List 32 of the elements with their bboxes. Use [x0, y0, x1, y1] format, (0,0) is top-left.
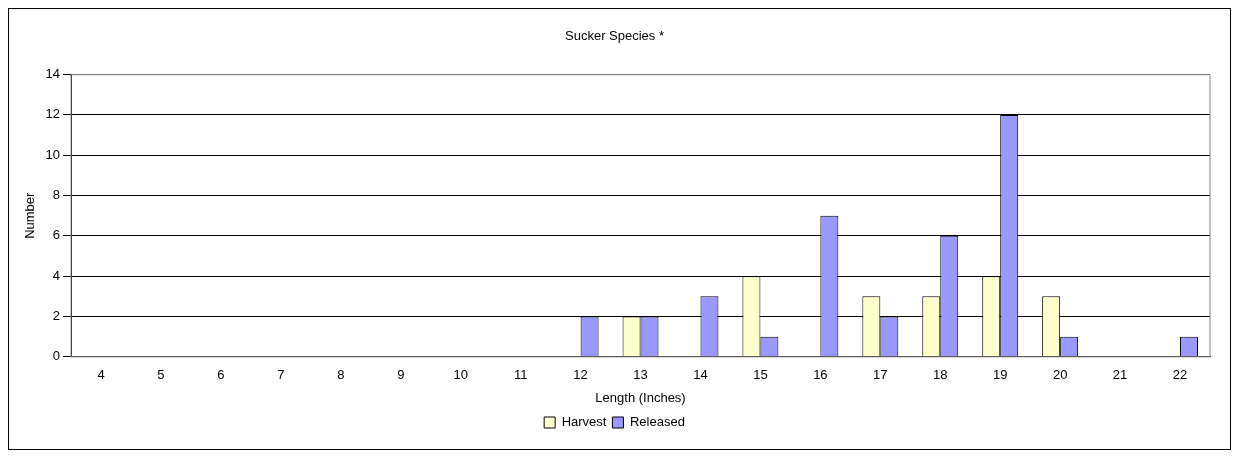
x-tick-label: 22 — [1172, 367, 1188, 383]
x-tick-label: 12 — [573, 367, 588, 383]
x-tick-label: 14 — [693, 367, 708, 383]
x-axis-title: Length (Inches) — [595, 389, 686, 405]
x-tick-label: 6 — [217, 367, 225, 383]
y-tick-label: 8 — [52, 187, 61, 203]
y-tick-label: 6 — [52, 227, 61, 243]
x-tick-label: 19 — [992, 367, 1008, 383]
x-tick-label: 15 — [753, 367, 768, 383]
y-axis-title: Number — [22, 191, 38, 239]
x-tick-label: 17 — [873, 367, 888, 383]
x-tick-label: 7 — [277, 367, 285, 383]
x-tick-label: 5 — [157, 367, 165, 383]
chart-title: Sucker Species * — [565, 28, 664, 44]
y-tick-label: 14 — [45, 66, 61, 82]
legend-label: Harvest — [561, 414, 607, 430]
y-tick-label: 12 — [45, 106, 61, 122]
x-tick-label: 18 — [933, 367, 948, 383]
legend-label: Released — [629, 414, 685, 430]
x-tick-label: 8 — [337, 367, 345, 383]
x-tick-label: 4 — [97, 367, 105, 383]
x-tick-label: 16 — [813, 367, 828, 383]
x-tick-label: 13 — [633, 367, 648, 383]
x-tick-label: 20 — [1052, 367, 1068, 383]
y-tick-label: 0 — [52, 348, 61, 364]
x-tick-label: 10 — [453, 367, 468, 383]
x-tick-label: 9 — [397, 367, 405, 383]
x-tick-label: 11 — [513, 367, 528, 383]
x-tick-label: 21 — [1112, 367, 1128, 383]
y-tick-label: 10 — [45, 146, 61, 162]
y-tick-label: 2 — [52, 308, 61, 324]
y-tick-label: 4 — [52, 267, 61, 283]
